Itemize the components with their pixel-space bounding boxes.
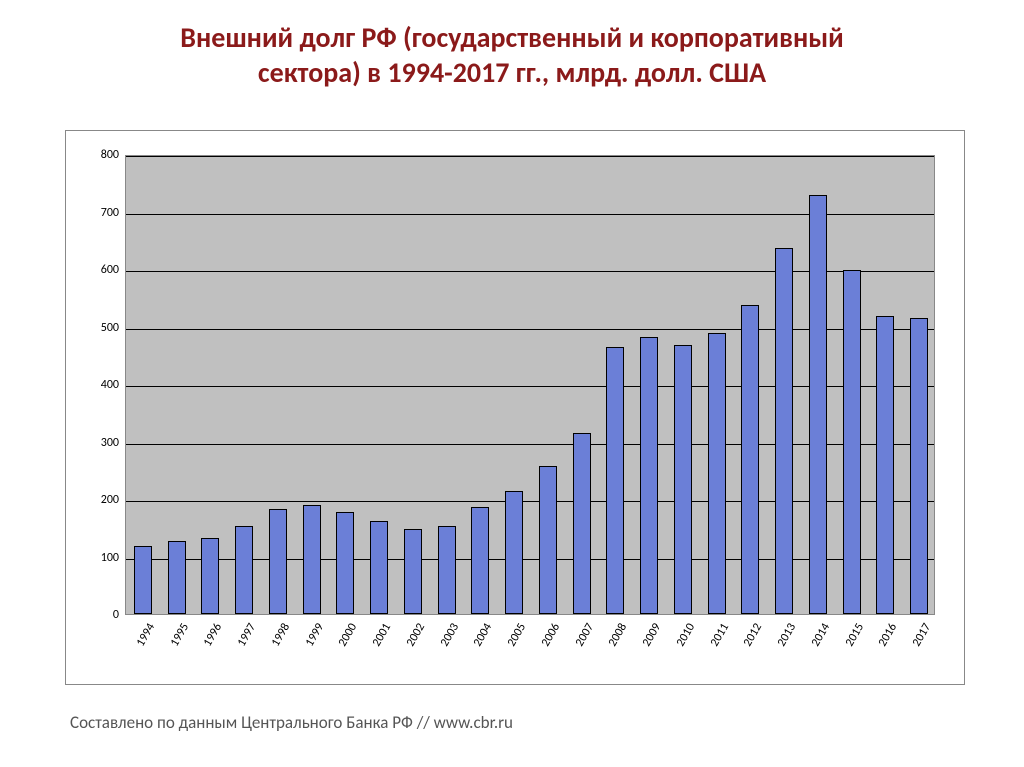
y-axis-label: 600 bbox=[85, 263, 119, 277]
bar bbox=[303, 505, 321, 614]
bar bbox=[134, 546, 152, 614]
bar bbox=[336, 512, 354, 614]
chart-title: Внешний долг РФ (государственный и корпо… bbox=[40, 20, 984, 90]
bar bbox=[235, 526, 253, 614]
bar bbox=[809, 195, 827, 614]
title-line-2: сектора) в 1994-2017 гг., млрд. долл. СШ… bbox=[258, 55, 766, 90]
bar bbox=[910, 318, 928, 614]
bar bbox=[573, 433, 591, 614]
bar bbox=[471, 507, 489, 614]
bar bbox=[674, 345, 692, 614]
bar bbox=[505, 491, 523, 614]
bar bbox=[404, 529, 422, 614]
bar bbox=[775, 248, 793, 614]
bar bbox=[269, 509, 287, 614]
y-axis-label: 300 bbox=[85, 436, 119, 450]
bar bbox=[843, 270, 861, 614]
y-axis-label: 400 bbox=[85, 378, 119, 392]
title-line-1: Внешний долг РФ (государственный и корпо… bbox=[180, 20, 844, 55]
y-axis-label: 500 bbox=[85, 321, 119, 335]
bar bbox=[606, 347, 624, 614]
bar bbox=[438, 526, 456, 614]
bar bbox=[539, 466, 557, 614]
source-attribution: Составлено по данным Центрального Банка … bbox=[70, 712, 513, 733]
bar bbox=[201, 538, 219, 614]
y-axis-label: 200 bbox=[85, 493, 119, 507]
y-axis-label: 800 bbox=[85, 148, 119, 162]
bar bbox=[370, 521, 388, 614]
slide: Внешний долг РФ (государственный и корпо… bbox=[0, 0, 1024, 767]
chart-plot-area bbox=[125, 155, 935, 615]
y-axis-label: 100 bbox=[85, 551, 119, 565]
gridline bbox=[126, 156, 934, 157]
bar bbox=[741, 305, 759, 614]
bar bbox=[168, 541, 186, 614]
y-axis-label: 700 bbox=[85, 206, 119, 220]
bar bbox=[876, 316, 894, 614]
bar bbox=[640, 337, 658, 614]
y-axis-label: 0 bbox=[85, 608, 119, 622]
bar bbox=[708, 333, 726, 614]
